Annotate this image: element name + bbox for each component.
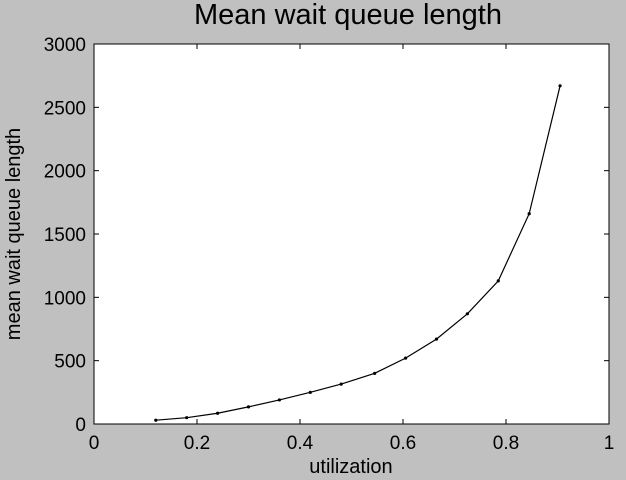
x-tick-label: 0.2 [184, 433, 210, 454]
data-point [558, 84, 562, 88]
data-point [403, 356, 408, 360]
y-tick-label: 500 [54, 352, 86, 373]
data-markers [154, 84, 562, 422]
x-tick-label: 0 [89, 433, 100, 454]
x-tick-label: 0.6 [390, 433, 416, 454]
y-tick-label: 1000 [44, 288, 86, 309]
x-tick-label: 0.8 [493, 433, 519, 454]
data-point [496, 279, 500, 283]
y-tick-label: 2500 [44, 98, 86, 119]
data-point [277, 398, 281, 402]
y-tick-label: 2000 [44, 162, 86, 183]
tick-labels: 0 0.2 0.4 0.6 0.8 1 0 500 1000 1500 2000 2500 3000 [44, 35, 615, 454]
data-point [185, 416, 189, 420]
x-tick-label: 0.4 [287, 433, 314, 454]
data-point [465, 312, 469, 316]
chart-title: Mean wait queue length [194, 0, 502, 31]
data-point [434, 337, 439, 341]
y-tick-label: 0 [75, 415, 86, 436]
x-tick-label: 1 [604, 433, 615, 454]
data-point [246, 405, 251, 409]
data-point [154, 418, 158, 422]
data-point [527, 212, 531, 216]
y-tick-label: 1500 [44, 225, 86, 246]
axis-ticks [93, 43, 610, 425]
series-line [155, 85, 561, 421]
data-point [339, 382, 343, 386]
y-axis-label: mean wait queue length [3, 128, 25, 340]
data-point [373, 371, 377, 375]
data-point [308, 390, 312, 394]
y-tick-label: 3000 [44, 35, 86, 56]
plot-area [93, 43, 610, 425]
data-point [216, 411, 220, 415]
x-axis-label: utilization [309, 456, 392, 478]
